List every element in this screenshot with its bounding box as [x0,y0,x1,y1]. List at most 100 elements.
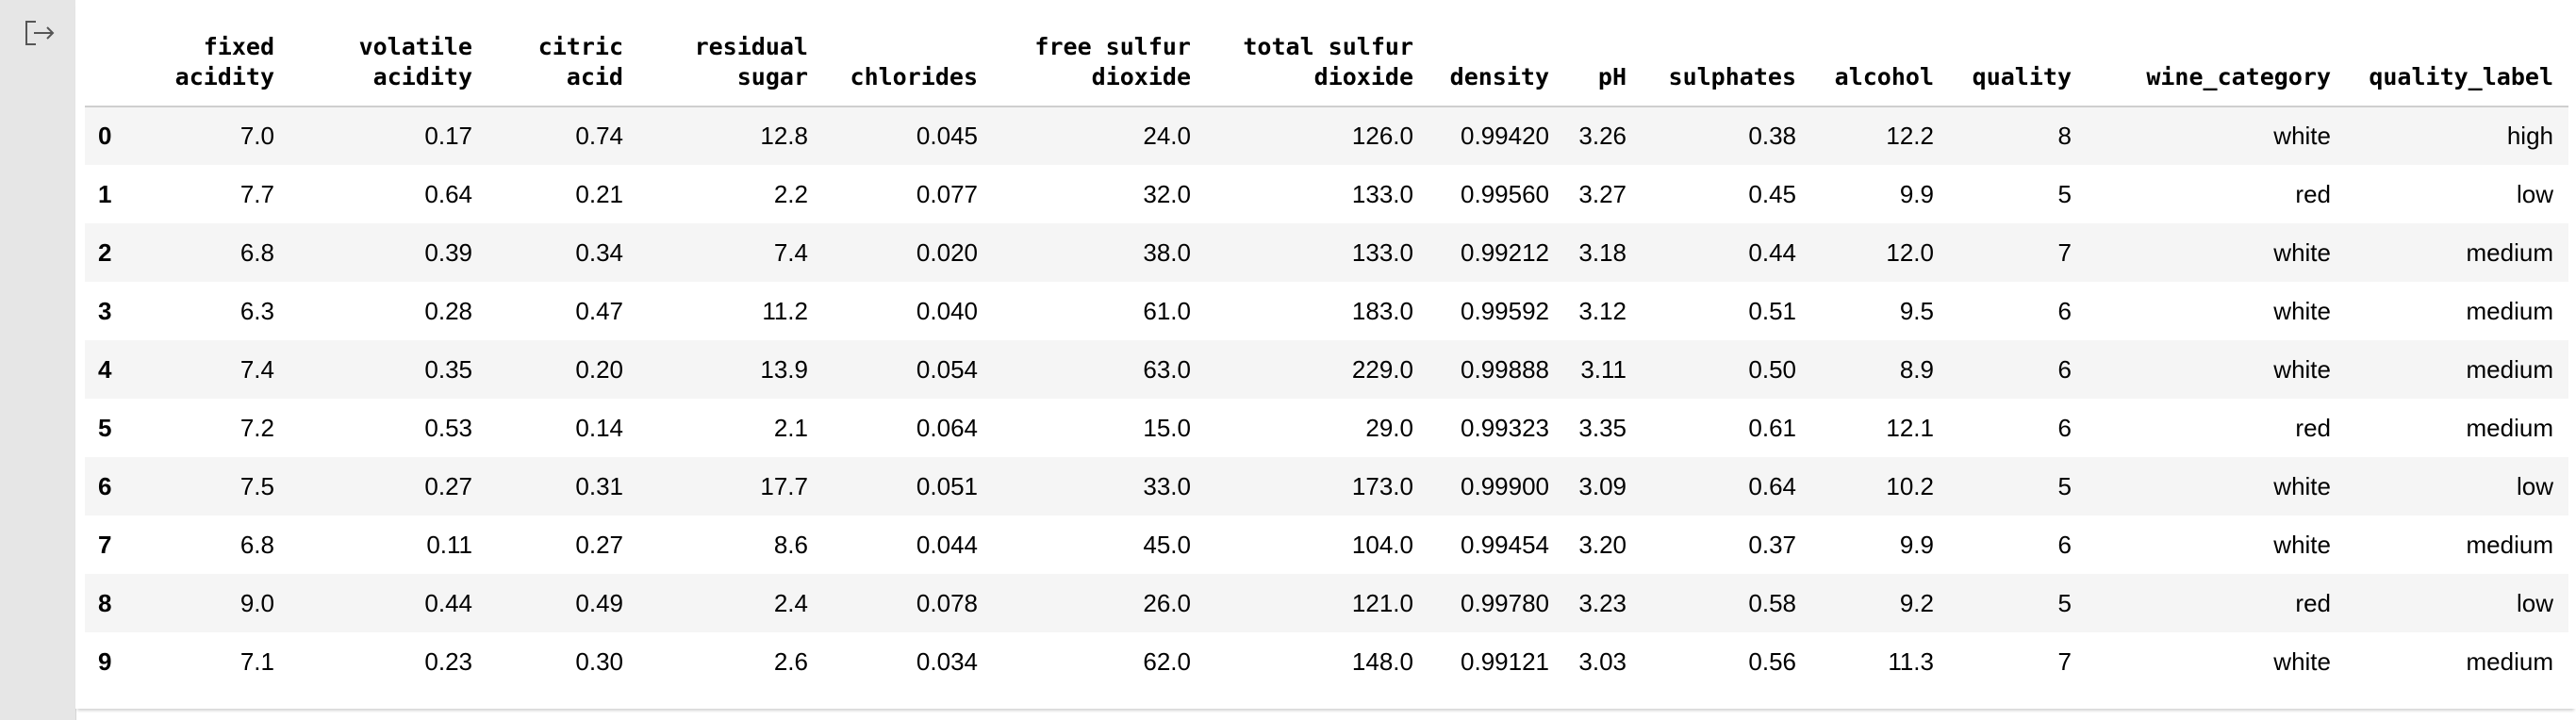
column-header: volatile acidity [289,0,487,107]
table-row: 2 6.8 0.39 0.34 7.4 0.020 38.0 133.0 0.99212 3.18… [85,223,2568,282]
column-header-label: sulphates [1668,63,1796,90]
table-cell: 126.0 [1351,122,1413,150]
table-cell: 0.38 [1748,122,1796,150]
dataframe-table: fixed acidity volatile acidity citric acid… [85,0,2568,691]
table-cell: 0.99420 [1461,122,1549,150]
table-cell: 0.51 [1748,296,1796,325]
output-gutter [0,0,76,720]
column-header-label: alcohol [1834,63,1934,90]
table-cell: 6 [2057,530,2072,559]
column-header-label: quality [1972,63,2072,90]
row-index: 4 [98,354,112,384]
table-cell: 7.1 [239,646,274,676]
column-header: quality [1949,0,2087,107]
column-header-label: citric acid [537,33,623,90]
column-header: alcohol [1811,0,1949,107]
table-cell: 63.0 [1143,354,1191,384]
table-cell: medium [2466,354,2553,384]
column-header-label: fixed acidity [174,33,274,90]
table-cell: medium [2466,530,2553,559]
table-cell: 3.35 [1578,413,1627,442]
table-cell: 6.8 [239,530,274,559]
table-cell: 6 [2057,413,2072,442]
table-cell: white [2273,237,2331,267]
table-cell: 0.44 [1748,237,1796,267]
table-cell: 6.3 [239,296,274,325]
table-cell: 0.35 [424,354,472,384]
table-cell: 2.1 [773,413,808,442]
row-index: 9 [98,646,112,676]
table-cell: 0.17 [424,122,472,150]
table-cell: 0.34 [575,237,623,267]
table-cell: 0.74 [575,122,623,150]
table-cell: 6.8 [239,237,274,267]
column-header: pH [1564,0,1642,107]
table-cell: high [2506,122,2553,150]
table-cell: 15.0 [1143,413,1191,442]
table-cell: 0.28 [424,296,472,325]
table-cell: 133.0 [1351,237,1413,267]
table-cell: 229.0 [1351,354,1413,384]
table-cell: 6 [2057,354,2072,384]
table-row: 3 6.3 0.28 0.47 11.2 0.040 61.0 183.0 0.99592 3.1… [85,282,2568,340]
table-cell: 7.2 [239,413,274,442]
row-index: 5 [98,413,112,442]
column-header: free sulfur dioxide [993,0,1206,107]
table-cell: 0.99454 [1461,530,1549,559]
table-cell: 0.054 [916,354,978,384]
table-cell: 0.14 [575,413,623,442]
table-cell: 12.8 [760,122,808,150]
table-cell: 0.64 [1748,471,1796,500]
table-cell: 10.2 [1886,471,1934,500]
table-cell: 7.7 [239,179,274,208]
table-cell: 0.99780 [1461,588,1549,617]
table-cell: 0.034 [916,646,978,676]
table-cell: medium [2466,296,2553,325]
table-cell: 2.4 [773,588,808,617]
table-cell: 26.0 [1143,588,1191,617]
row-index: 0 [98,122,112,150]
table-row: 8 9.0 0.44 0.49 2.4 0.078 26.0 121.0 0.99780 3.23… [85,574,2568,632]
table-cell: 5 [2057,179,2072,208]
column-header-label: chlorides [850,63,978,90]
table-cell: 7.5 [239,471,274,500]
column-header-label: quality_label [2369,63,2553,90]
table-cell: 3.23 [1578,588,1627,617]
table-cell: 33.0 [1143,471,1191,500]
column-header-label: residual sugar [694,33,808,90]
table-cell: 0.61 [1748,413,1796,442]
table-cell: 148.0 [1351,646,1413,676]
table-cell: 17.7 [760,471,808,500]
table-cell: 0.064 [916,413,978,442]
table-cell: 0.44 [424,588,472,617]
table-row: 7 6.8 0.11 0.27 8.6 0.044 45.0 104.0 0.99454 3.20… [85,515,2568,574]
column-header: sulphates [1642,0,1811,107]
table-cell: 62.0 [1143,646,1191,676]
table-cell: 7.4 [773,237,808,267]
table-cell: 2.2 [773,179,808,208]
table-cell: white [2273,646,2331,676]
table-cell: 24.0 [1143,122,1191,150]
table-row: 9 7.1 0.23 0.30 2.6 0.034 62.0 148.0 0.99121 3.03… [85,632,2568,691]
row-index: 7 [98,530,112,559]
table-cell: white [2273,354,2331,384]
table-cell: 7 [2057,646,2072,676]
table-cell: 0.99212 [1461,237,1549,267]
table-cell: 183.0 [1351,296,1413,325]
table-cell: 7 [2057,237,2072,267]
table-cell: 0.45 [1748,179,1796,208]
table-cell: low [2516,179,2553,208]
table-cell: 0.58 [1748,588,1796,617]
table-cell: 0.53 [424,413,472,442]
row-index: 8 [98,588,112,617]
table-cell: 3.03 [1578,646,1627,676]
table-cell: 9.9 [1899,530,1934,559]
column-header: citric acid [487,0,638,107]
table-cell: 133.0 [1351,179,1413,208]
column-header: quality_label [2346,0,2568,107]
column-header-label: density [1449,63,1549,90]
output-icon[interactable] [25,19,57,47]
column-header: chlorides [823,0,993,107]
column-header-label: free sulfur dioxide [1034,33,1191,90]
table-cell: 5 [2057,471,2072,500]
